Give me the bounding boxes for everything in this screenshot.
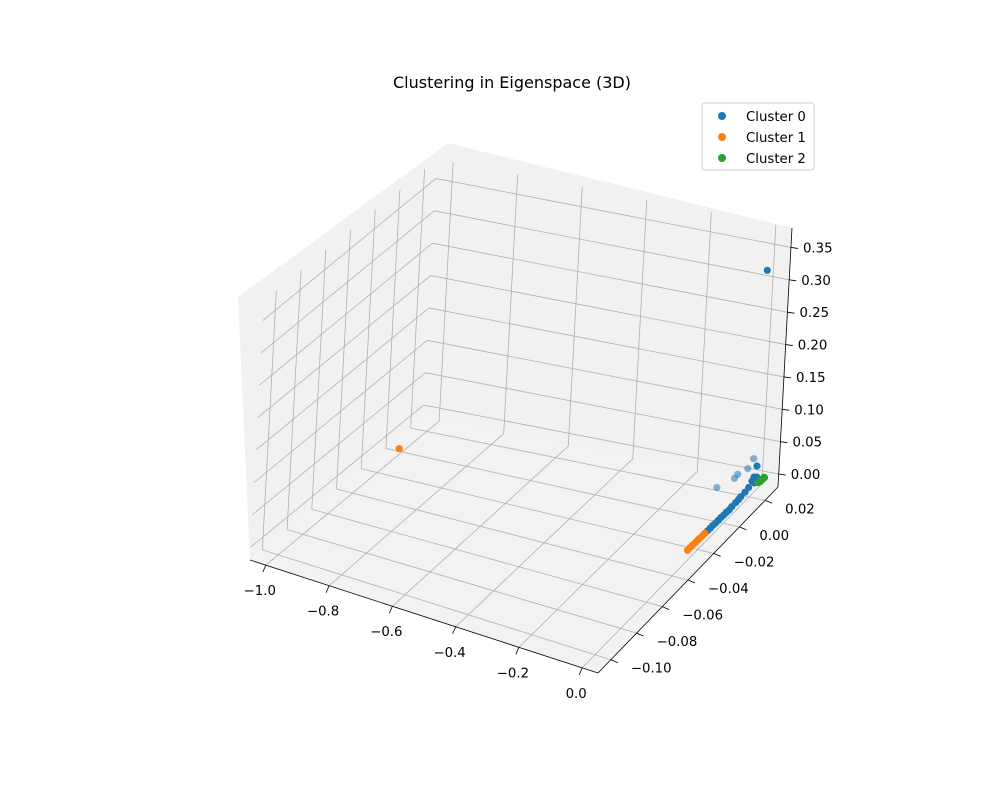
z-tick-mark — [783, 376, 792, 379]
z-tick-label: 0.25 — [799, 306, 829, 321]
z-tick-mark — [785, 344, 793, 346]
x-tick-mark — [515, 647, 520, 655]
x-tick-label: 0.0 — [566, 687, 587, 702]
y-tick-mark — [662, 606, 670, 610]
legend-marker-2 — [718, 154, 726, 162]
axis-panes — [238, 143, 792, 673]
x-tick-mark — [452, 626, 457, 634]
legend-label-0: Cluster 0 — [746, 110, 806, 125]
x-tick-mark — [325, 585, 330, 593]
scatter-points — [395, 266, 771, 554]
z-tick-mark — [778, 473, 786, 476]
z-tick-mark — [782, 408, 790, 411]
y-tick-mark — [687, 579, 696, 584]
z-tick-label: 0.05 — [792, 436, 822, 451]
y-tick-mark — [636, 632, 644, 637]
cluster-1-point — [683, 546, 692, 554]
cluster-2-point — [756, 477, 765, 486]
legend-marker-0 — [718, 112, 726, 120]
y-tick-label: −0.02 — [734, 555, 775, 570]
cluster-0-point — [730, 474, 739, 482]
cluster-0-point — [753, 462, 761, 470]
z-tick-mark — [780, 441, 788, 444]
x-tick-mark — [262, 564, 267, 573]
z-tick-label: 0.15 — [796, 371, 826, 386]
cluster-0-point — [763, 266, 771, 274]
cluster-0-point — [713, 483, 721, 492]
legend: Cluster 0 Cluster 1 Cluster 2 — [701, 102, 815, 171]
y-tick-label: −0.08 — [657, 635, 698, 650]
legend-label-1: Cluster 1 — [746, 131, 806, 146]
y-tick-mark — [713, 553, 721, 557]
x-tick-mark — [578, 667, 583, 676]
y-tick-label: 0.02 — [785, 502, 815, 517]
cluster-0-point — [744, 465, 752, 473]
x-tick-label: −0.6 — [370, 625, 402, 640]
y-tick-mark — [739, 526, 747, 531]
z-tick-label: 0.35 — [803, 241, 833, 256]
back-wall-pane — [423, 143, 792, 487]
z-tick-mark — [790, 247, 799, 249]
left-wall-pane — [238, 143, 448, 560]
y-tick-label: 0.00 — [759, 529, 789, 544]
z-tick-mark — [787, 311, 795, 314]
y-tick-mark — [610, 659, 619, 664]
y-tick-mark — [764, 499, 773, 504]
cluster-0-point — [741, 488, 749, 496]
cluster-0-point — [750, 455, 758, 463]
x-tick-label: −0.2 — [497, 666, 529, 681]
legend-marker-1 — [718, 133, 726, 141]
floor-pane — [250, 418, 778, 673]
axis-ticks: −1.0 −0.8 −0.6 −0.4 −0.2 0.0 −0.10 −0.08 −0.06 −0… — [244, 241, 833, 701]
z-tick-label: 0.30 — [801, 274, 831, 289]
x-tick-label: −0.4 — [433, 646, 465, 661]
x-tick-mark — [388, 606, 393, 614]
chart-title: Clustering in Eigenspace (3D) — [393, 73, 631, 92]
x-tick-label: −1.0 — [244, 584, 276, 599]
z-tick-mark — [789, 279, 797, 282]
x-tick-label: −0.8 — [307, 605, 339, 620]
z-tick-label: 0.10 — [794, 403, 824, 418]
y-tick-label: −0.06 — [682, 609, 723, 624]
z-tick-label: 0.20 — [798, 339, 828, 354]
y-tick-label: −0.10 — [631, 662, 672, 677]
z-tick-label: 0.00 — [791, 468, 821, 483]
legend-frame — [701, 102, 815, 171]
grid-lines — [250, 162, 792, 669]
cluster-1-point — [395, 445, 403, 453]
y-tick-label: −0.04 — [708, 582, 749, 597]
legend-label-2: Cluster 2 — [746, 152, 806, 167]
